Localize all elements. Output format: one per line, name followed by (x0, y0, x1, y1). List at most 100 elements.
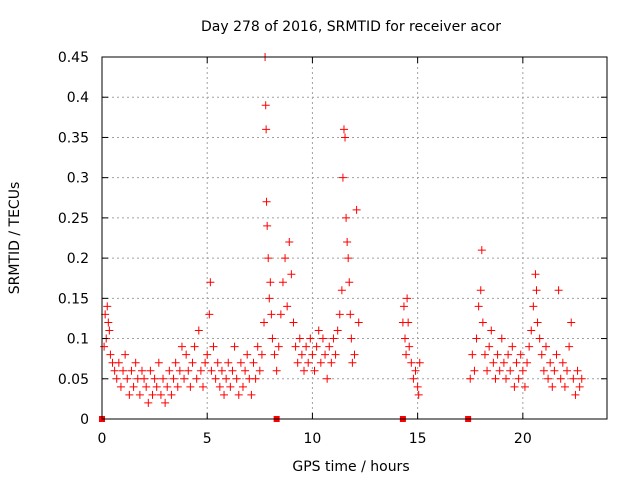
data-point (476, 286, 485, 295)
y-tick-label: 0.05 (58, 372, 89, 388)
data-point (345, 278, 354, 287)
data-point (403, 294, 412, 303)
y-tick-label: 0.15 (58, 291, 89, 307)
data-point (293, 358, 302, 367)
data-point (487, 326, 496, 335)
data-point (520, 382, 529, 391)
x-axis-label: GPS time / hours (292, 459, 409, 475)
data-point (558, 358, 567, 367)
data-point (529, 302, 538, 311)
data-point (180, 374, 189, 383)
data-point (504, 350, 513, 359)
data-point (339, 125, 348, 134)
data-point (175, 366, 184, 375)
data-point (527, 326, 536, 335)
data-point (552, 350, 561, 359)
data-point (300, 366, 308, 375)
data-point (114, 358, 123, 367)
data-point (230, 342, 239, 351)
data-point (541, 342, 550, 351)
data-point (537, 350, 546, 359)
data-point (105, 326, 114, 335)
data-point (112, 374, 121, 383)
data-point (477, 246, 486, 255)
chart-title: Day 278 of 2016, SRMTID for receiver aco… (201, 19, 501, 35)
data-point (243, 350, 252, 359)
data-point (539, 366, 548, 375)
data-point (480, 350, 489, 359)
data-point (531, 270, 540, 279)
data-point (192, 374, 201, 383)
y-tick-label: 0.1 (67, 332, 89, 348)
data-point (140, 374, 149, 383)
data-point (268, 334, 277, 343)
data-point (411, 366, 420, 375)
data-point (152, 382, 161, 391)
data-point (213, 358, 222, 367)
data-point (171, 358, 180, 367)
data-point (217, 366, 226, 375)
data-point (518, 366, 527, 375)
data-point (577, 374, 586, 383)
data-point (493, 350, 502, 359)
data-point (131, 358, 140, 367)
data-point (571, 390, 580, 399)
data-point (510, 382, 519, 391)
data-point (346, 310, 355, 319)
data-point (485, 342, 494, 351)
data-point (121, 350, 130, 359)
data-point (318, 334, 327, 343)
data-point (474, 302, 483, 311)
data-point (478, 318, 487, 327)
data-point (222, 374, 231, 383)
data-point (573, 366, 582, 375)
data-point (165, 366, 174, 375)
y-tick-label: 0 (80, 412, 89, 428)
data-point (163, 382, 172, 391)
data-point (234, 390, 243, 399)
data-point (354, 318, 363, 327)
data-point (316, 358, 325, 367)
y-tick-label: 0.25 (58, 211, 89, 227)
data-point (567, 318, 576, 327)
data-point (312, 342, 321, 351)
data-point (514, 374, 523, 383)
data-point (337, 286, 346, 295)
x-tick-label: 5 (203, 431, 212, 447)
data-point (159, 374, 168, 383)
data-point (560, 382, 569, 391)
data-point (401, 334, 409, 343)
data-point (265, 294, 274, 303)
data-point (203, 350, 212, 359)
data-point (556, 374, 565, 383)
data-point (142, 382, 151, 391)
data-point (310, 366, 319, 375)
y-axis-label: SRMTID / TECUs (7, 182, 23, 295)
grid (102, 57, 607, 419)
data-point (331, 350, 340, 359)
data-point (321, 350, 330, 359)
data-point (281, 254, 290, 263)
x-tick-label: 10 (304, 431, 322, 447)
data-point (344, 254, 353, 263)
data-point (274, 342, 283, 351)
data-point (523, 358, 532, 367)
data-point (329, 334, 338, 343)
data-point (127, 366, 136, 375)
data-point (182, 350, 191, 359)
data-point (409, 374, 418, 383)
data-point (323, 374, 332, 383)
data-point (266, 278, 275, 287)
data-point (205, 310, 214, 319)
data-point (544, 374, 553, 383)
data-point (173, 382, 182, 391)
data-point (291, 342, 300, 351)
data-point (533, 318, 542, 327)
data-point (186, 382, 195, 391)
data-point (525, 342, 534, 351)
data-point (472, 334, 481, 343)
data-point (146, 366, 155, 375)
data-point (255, 366, 264, 375)
x-tick-label: 0 (98, 431, 107, 447)
data-point (278, 278, 287, 287)
